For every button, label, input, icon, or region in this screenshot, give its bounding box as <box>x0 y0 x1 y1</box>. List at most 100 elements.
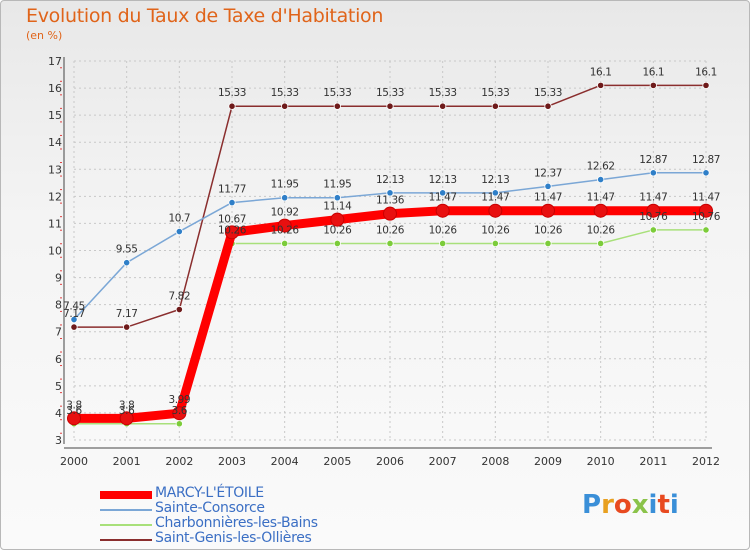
data-point <box>175 305 183 314</box>
y-tick-label: 14 <box>48 136 62 149</box>
data-point <box>386 102 394 110</box>
data-point <box>597 239 605 248</box>
y-tick-label: 13 <box>48 163 62 176</box>
data-label: 11.47 <box>534 192 562 204</box>
logo-letter: i <box>648 490 658 520</box>
x-tick-label: 2007 <box>429 455 457 468</box>
data-point <box>277 218 292 233</box>
data-label: 12.87 <box>692 154 720 166</box>
y-tick-label: 9 <box>55 272 62 285</box>
y-tick-label: 12 <box>48 190 62 203</box>
logo-letter: i <box>669 490 679 520</box>
data-point <box>702 81 710 89</box>
axes: 3 4 5 6 7 8 9 10 11 12 13 14 15 16 17 2000 2001 2002 2003 2… <box>48 55 720 468</box>
data-label: 15.33 <box>376 87 404 99</box>
data-point <box>383 206 397 221</box>
x-tick-label: 2008 <box>481 455 509 468</box>
data-point <box>649 169 657 177</box>
x-tick-label: 2010 <box>587 455 615 468</box>
data-point <box>439 239 447 248</box>
y-tick-label: 8 <box>55 299 62 312</box>
data-label: 10.26 <box>323 224 352 236</box>
y-tick-label: 11 <box>48 217 62 230</box>
legend-swatch <box>100 524 152 526</box>
data-label: 10.26 <box>534 224 563 236</box>
data-point <box>228 102 236 110</box>
x-tick-label: 2012 <box>692 455 720 468</box>
data-point <box>333 102 341 110</box>
legend-label: Sainte-Consorce <box>155 500 265 516</box>
data-label: 7.17 <box>63 308 85 320</box>
data-label: 3.8 <box>66 399 82 411</box>
data-point <box>225 225 239 240</box>
y-tick-label: 3 <box>55 434 62 447</box>
data-point <box>333 239 341 248</box>
data-label: 10.26 <box>218 224 247 236</box>
data-label: 15.33 <box>271 87 299 99</box>
data-point <box>386 239 394 248</box>
data-point <box>649 81 657 89</box>
data-labels: 3.8 3.8 3.99 10.67 10.92 11.14 11.36 11.47 11.47… <box>63 66 721 416</box>
data-label: 16.1 <box>695 66 717 78</box>
data-label: 10.26 <box>271 224 300 236</box>
data-label: 15.33 <box>429 87 457 99</box>
data-label: 10.26 <box>429 224 458 236</box>
x-tick-label: 2002 <box>165 455 193 468</box>
data-point <box>491 239 499 248</box>
data-label: 3.6 <box>119 405 135 417</box>
data-point <box>702 226 710 234</box>
data-point <box>70 315 78 324</box>
data-point <box>597 81 605 89</box>
data-label: 15.33 <box>481 87 509 99</box>
data-point <box>333 194 341 202</box>
data-point <box>435 203 450 218</box>
data-label: 10.76 <box>639 211 668 223</box>
chart-subtitle: (en %) <box>26 29 63 42</box>
legend-label: Saint-Genis-les-Ollières <box>155 530 312 546</box>
data-label: 15.33 <box>323 87 351 99</box>
legend-swatch <box>100 539 152 541</box>
data-label: 15.33 <box>218 87 246 99</box>
data-label: 9.55 <box>116 244 138 256</box>
logo-letter: x <box>631 490 649 520</box>
data-label: 11.95 <box>271 179 299 191</box>
data-label: 3.6 <box>66 405 82 417</box>
data-label: 7.17 <box>116 308 138 320</box>
data-label: 12.13 <box>481 174 509 186</box>
data-label: 10.26 <box>376 224 405 236</box>
data-point <box>544 182 552 190</box>
data-label: 10.26 <box>587 224 616 236</box>
data-label: 11.47 <box>587 192 615 204</box>
data-point <box>281 239 289 248</box>
data-point <box>439 189 447 197</box>
data-point <box>491 102 499 110</box>
data-point <box>330 212 345 227</box>
data-point <box>119 411 134 426</box>
data-label: 11.14 <box>323 201 352 213</box>
x-tick-label: 2006 <box>376 455 404 468</box>
data-label: 15.33 <box>534 87 562 99</box>
data-point <box>228 198 236 207</box>
chart-title: Evolution du Taux de Taxe d'Habitation <box>26 5 384 27</box>
y-tick-label: 10 <box>48 245 62 258</box>
data-point <box>699 203 713 218</box>
data-point <box>70 323 78 331</box>
y-tick-label: 6 <box>55 353 62 366</box>
data-point <box>646 203 661 218</box>
series-layer <box>67 81 713 428</box>
data-label: 3.6 <box>172 405 188 417</box>
data-label: 10.7 <box>168 213 190 225</box>
logo-letter: o <box>613 490 632 520</box>
x-tick-label: 2001 <box>113 455 141 468</box>
data-label: 10.67 <box>218 213 246 225</box>
data-point <box>439 102 447 110</box>
data-label: 16.1 <box>642 66 664 78</box>
data-label: 11.95 <box>323 179 351 191</box>
data-label: 11.47 <box>639 192 667 204</box>
data-label: 12.87 <box>639 154 667 166</box>
data-label: 10.92 <box>271 207 299 219</box>
data-point <box>175 227 183 236</box>
data-point <box>123 323 131 331</box>
